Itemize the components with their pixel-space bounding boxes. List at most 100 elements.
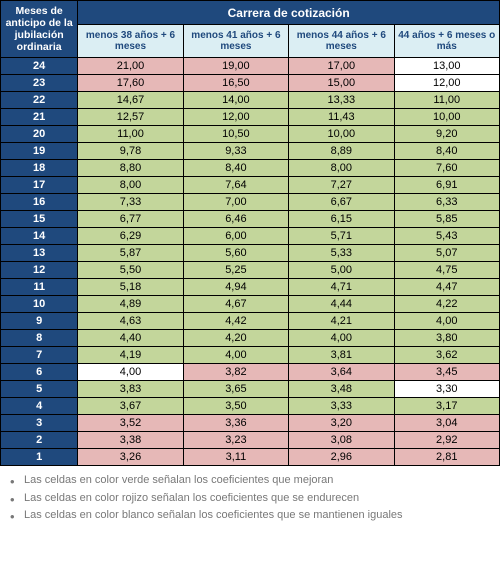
row-label: 6 <box>1 364 78 381</box>
col-head-3: 44 años + 6 meses o más <box>394 25 499 58</box>
cell: 6,00 <box>183 228 288 245</box>
cell: 3,33 <box>289 398 394 415</box>
legend-item: Las celdas en color verde señalan los co… <box>14 472 492 490</box>
cell: 5,43 <box>394 228 499 245</box>
table-row: 74,194,003,813,62 <box>1 347 500 364</box>
table-row: 2011,0010,5010,009,20 <box>1 126 500 143</box>
cell: 3,20 <box>289 415 394 432</box>
cell: 6,67 <box>289 194 394 211</box>
row-label: 18 <box>1 160 78 177</box>
cell: 3,52 <box>78 415 183 432</box>
table-row: 2317,6016,5015,0012,00 <box>1 75 500 92</box>
cell: 4,94 <box>183 279 288 296</box>
cell: 12,00 <box>394 75 499 92</box>
row-label: 16 <box>1 194 78 211</box>
cell: 3,38 <box>78 432 183 449</box>
top-title: Carrera de cotización <box>78 1 500 25</box>
cell: 6,29 <box>78 228 183 245</box>
cell: 5,60 <box>183 245 288 262</box>
table-row: 2112,5712,0011,4310,00 <box>1 109 500 126</box>
table-row: 13,263,112,962,81 <box>1 449 500 466</box>
row-label: 19 <box>1 143 78 160</box>
cell: 10,50 <box>183 126 288 143</box>
table-row: 2421,0019,0017,0013,00 <box>1 58 500 75</box>
row-label: 14 <box>1 228 78 245</box>
row-label: 4 <box>1 398 78 415</box>
cell: 21,00 <box>78 58 183 75</box>
cell: 11,00 <box>78 126 183 143</box>
table-row: 43,673,503,333,17 <box>1 398 500 415</box>
cell: 7,60 <box>394 160 499 177</box>
table-row: 2214,6714,0013,3311,00 <box>1 92 500 109</box>
cell: 4,40 <box>78 330 183 347</box>
cell: 14,67 <box>78 92 183 109</box>
coef-table: Meses de anticipo de la jubilación ordin… <box>0 0 500 466</box>
row-label: 3 <box>1 415 78 432</box>
cell: 4,00 <box>183 347 288 364</box>
cell: 9,78 <box>78 143 183 160</box>
row-label: 1 <box>1 449 78 466</box>
cell: 3,82 <box>183 364 288 381</box>
cell: 8,40 <box>183 160 288 177</box>
left-header: Meses de anticipo de la jubilación ordin… <box>1 1 78 58</box>
legend-item: Las celdas en color rojizo señalan los c… <box>14 490 492 508</box>
table-row: 188,808,408,007,60 <box>1 160 500 177</box>
cell: 7,33 <box>78 194 183 211</box>
row-label: 5 <box>1 381 78 398</box>
table-row: 84,404,204,003,80 <box>1 330 500 347</box>
cell: 3,67 <box>78 398 183 415</box>
cell: 10,00 <box>394 109 499 126</box>
cell: 3,26 <box>78 449 183 466</box>
cell: 17,00 <box>289 58 394 75</box>
table-row: 156,776,466,155,85 <box>1 211 500 228</box>
table-row: 23,383,233,082,92 <box>1 432 500 449</box>
cell: 19,00 <box>183 58 288 75</box>
cell: 4,71 <box>289 279 394 296</box>
cell: 4,21 <box>289 313 394 330</box>
cell: 3,80 <box>394 330 499 347</box>
row-label: 10 <box>1 296 78 313</box>
row-label: 11 <box>1 279 78 296</box>
table-row: 135,875,605,335,07 <box>1 245 500 262</box>
table-row: 178,007,647,276,91 <box>1 177 500 194</box>
cell: 3,65 <box>183 381 288 398</box>
table-row: 115,184,944,714,47 <box>1 279 500 296</box>
cell: 4,75 <box>394 262 499 279</box>
cell: 6,33 <box>394 194 499 211</box>
cell: 3,08 <box>289 432 394 449</box>
cell: 4,47 <box>394 279 499 296</box>
cell: 13,00 <box>394 58 499 75</box>
row-label: 8 <box>1 330 78 347</box>
table-row: 125,505,255,004,75 <box>1 262 500 279</box>
cell: 8,00 <box>78 177 183 194</box>
cell: 10,00 <box>289 126 394 143</box>
cell: 3,36 <box>183 415 288 432</box>
cell: 4,89 <box>78 296 183 313</box>
cell: 9,33 <box>183 143 288 160</box>
cell: 5,87 <box>78 245 183 262</box>
cell: 3,30 <box>394 381 499 398</box>
cell: 7,64 <box>183 177 288 194</box>
cell: 4,00 <box>78 364 183 381</box>
cell: 9,20 <box>394 126 499 143</box>
row-label: 24 <box>1 58 78 75</box>
row-label: 20 <box>1 126 78 143</box>
cell: 17,60 <box>78 75 183 92</box>
cell: 7,00 <box>183 194 288 211</box>
cell: 2,81 <box>394 449 499 466</box>
cell: 4,42 <box>183 313 288 330</box>
col-head-0: menos 38 años + 6 meses <box>78 25 183 58</box>
table-row: 199,789,338,898,40 <box>1 143 500 160</box>
row-label: 12 <box>1 262 78 279</box>
table-row: 53,833,653,483,30 <box>1 381 500 398</box>
cell: 5,25 <box>183 262 288 279</box>
cell: 4,20 <box>183 330 288 347</box>
cell: 5,50 <box>78 262 183 279</box>
col-head-2: menos 44 años + 6 meses <box>289 25 394 58</box>
cell: 16,50 <box>183 75 288 92</box>
cell: 2,96 <box>289 449 394 466</box>
cell: 14,00 <box>183 92 288 109</box>
row-label: 2 <box>1 432 78 449</box>
cell: 3,17 <box>394 398 499 415</box>
cell: 3,50 <box>183 398 288 415</box>
